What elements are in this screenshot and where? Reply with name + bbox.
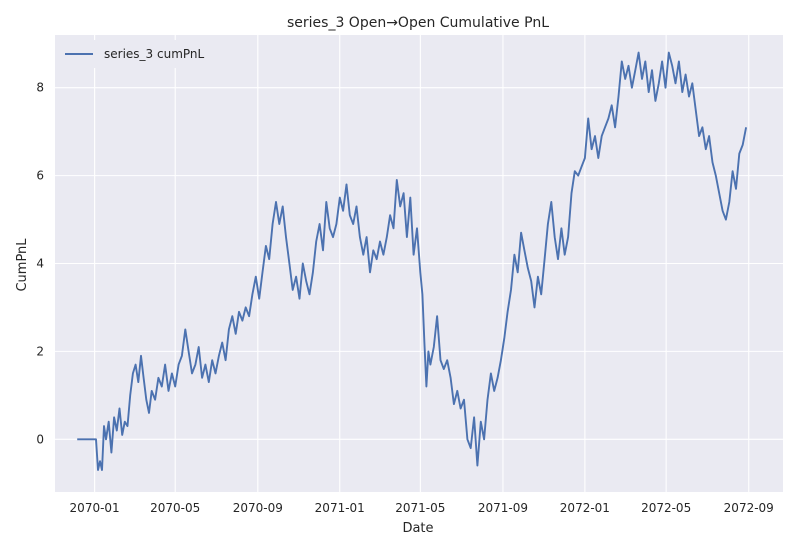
x-tick-label: 2071-05 <box>395 501 445 515</box>
chart-title: series_3 Open→Open Cumulative PnL <box>287 15 549 31</box>
y-tick-label: 0 <box>36 432 44 446</box>
y-tick-label: 4 <box>36 257 44 271</box>
x-tick-label: 2072-05 <box>641 501 691 515</box>
x-tick-label: 2070-09 <box>233 501 283 515</box>
legend: series_3 cumPnL <box>58 40 220 68</box>
y-tick-label: 2 <box>36 344 44 358</box>
series-line <box>77 51 748 471</box>
x-tick-label: 2070-01 <box>70 501 120 515</box>
y-tick-label: 6 <box>36 169 44 183</box>
tick-labels: 2070-01 2070-05 2070-09 2071-01 2071-05 2071-… <box>36 81 773 515</box>
x-tick-label: 2072-09 <box>724 501 774 515</box>
y-tick-label: 8 <box>36 81 44 95</box>
series-layer <box>77 51 748 471</box>
x-tick-label: 2071-01 <box>315 501 365 515</box>
x-axis-label: Date <box>402 521 433 536</box>
x-tick-label: 2072-01 <box>560 501 610 515</box>
x-tick-label: 2071-09 <box>478 501 528 515</box>
y-axis-label: CumPnL <box>15 238 30 292</box>
legend-box <box>58 40 220 68</box>
x-tick-label: 2070-05 <box>150 501 200 515</box>
legend-label: series_3 cumPnL <box>104 47 205 61</box>
